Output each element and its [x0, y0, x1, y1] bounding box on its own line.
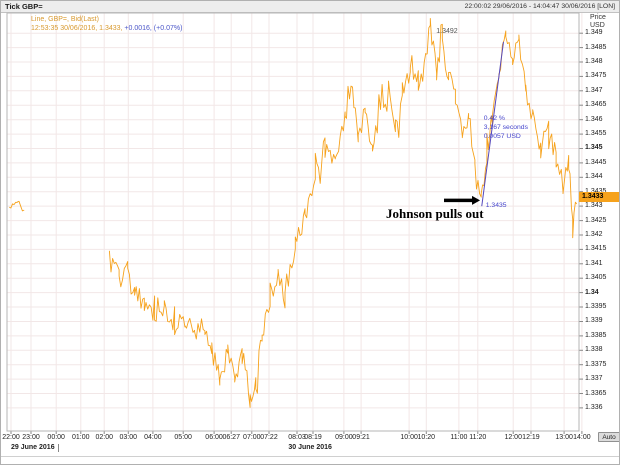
- x-axis-tick-label: 10:20: [417, 434, 436, 441]
- legend-change: +0.0016, (+0.07%): [124, 24, 183, 32]
- y-axis-title: Price USD: [590, 14, 606, 30]
- x-axis-tick-label: 08:19: [304, 434, 322, 441]
- y-axis-tick-label: 1.342: [585, 230, 603, 238]
- x-axis-tick-label: 06:00: [205, 434, 223, 441]
- x-axis-date-label: 30 June 2016: [288, 444, 332, 451]
- last-price-badge: 1.3433: [579, 192, 619, 203]
- x-axis-tick-label: 11:20: [469, 434, 487, 441]
- y-axis-tick-label: 1.338: [585, 346, 603, 354]
- y-axis-tick-label: 1.349: [585, 29, 603, 37]
- y-axis-tick-label: 1.347: [585, 86, 603, 94]
- x-axis-tick-label: 23:00: [22, 434, 40, 441]
- y-axis-tick-label: 1.3395: [585, 303, 607, 311]
- measurement-annotation: 0.42 % 3,167 seconds 0.0057 USD: [484, 114, 528, 141]
- auto-scale-button[interactable]: Auto: [598, 432, 619, 442]
- y-axis-title-usd: USD: [590, 22, 605, 29]
- y-axis-tick-label: 1.3475: [585, 72, 607, 80]
- y-axis-tick-label: 1.3465: [585, 101, 607, 109]
- x-axis-tick-label: 12:19: [522, 434, 540, 441]
- x-axis-tick-label: 22:00: [2, 434, 20, 441]
- x-axis-tick-label: 06:27: [222, 434, 240, 441]
- x-axis-tick-label: 09:00: [335, 434, 353, 441]
- time-range-label: 22:00:02 29/06/2016 - 14:04:47 30/06/201…: [464, 3, 615, 10]
- y-axis-title-price: Price: [590, 14, 606, 21]
- y-axis-tick-label: 1.3455: [585, 130, 607, 138]
- chart-legend: Line, GBP=, Bid(Last) 12:53:35 30/06/201…: [31, 16, 182, 33]
- y-axis-tick-label: 1.3385: [585, 331, 607, 339]
- y-axis-tick-label: 1.3435: [585, 187, 607, 195]
- legend-timestamp-price: 12:53:35 30/06/2016, 1.3433,: [31, 24, 125, 32]
- y-axis-tick-label: 1.346: [585, 115, 603, 123]
- y-axis-tick-label: 1.34: [585, 288, 599, 296]
- y-axis-tick-label: 1.344: [585, 173, 603, 181]
- y-axis-tick-label: 1.3445: [585, 158, 607, 166]
- legend-series: Line, GBP=, Bid(Last): [31, 16, 99, 23]
- y-axis-tick-label: 1.3405: [585, 274, 607, 282]
- measurement-seconds: 3,167 seconds: [483, 123, 528, 131]
- y-axis-tick-label: 1.3425: [585, 216, 607, 224]
- y-axis-tick-label: 1.3375: [585, 360, 607, 368]
- session-high-label: 1.3492: [436, 28, 458, 36]
- x-axis-tick-label: 13:00: [555, 434, 573, 441]
- y-axis-tick-label: 1.3365: [585, 389, 607, 397]
- x-axis-tick-label: 14:00: [573, 434, 591, 441]
- date-divider: [57, 444, 59, 452]
- measurement-usd: 0.0057 USD: [483, 132, 521, 140]
- event-annotation-text: Johnson pulls out: [386, 206, 484, 222]
- x-axis-tick-label: 10:00: [400, 434, 418, 441]
- y-axis-tick-label: 1.3485: [585, 43, 607, 51]
- y-axis-tick-label: 1.336: [585, 403, 603, 411]
- x-axis-tick-label: 07:00: [243, 434, 261, 441]
- bottom-divider: [1, 456, 619, 457]
- y-axis-tick-label: 1.345: [585, 144, 603, 152]
- x-axis-tick-label: 01:00: [72, 434, 90, 441]
- measurement-percent: 0.42 %: [483, 114, 505, 122]
- x-axis-tick-label: 03:00: [119, 434, 138, 441]
- y-axis-tick-label: 1.337: [585, 375, 603, 383]
- x-axis-tick-label: 09:21: [352, 434, 370, 441]
- x-axis-tick-label: 12:00: [504, 434, 522, 441]
- y-axis-tick-label: 1.343: [585, 202, 603, 210]
- x-axis-tick-label: 11:00: [450, 434, 468, 441]
- x-axis-tick-label: 00:00: [47, 434, 65, 441]
- measurement-start-price: 1.3435: [485, 202, 507, 210]
- legend-values: 12:53:35 30/06/2016, 1.3433, +0.0016, (+…: [31, 25, 182, 34]
- x-axis-tick-label: 08:03: [288, 434, 306, 441]
- x-axis-tick-label: 02:00: [95, 434, 113, 441]
- x-axis-tick-label: 07:22: [260, 434, 278, 441]
- y-axis-tick-label: 1.341: [585, 259, 603, 267]
- x-axis-tick-label: 04:00: [144, 434, 162, 441]
- y-axis-tick-label: 1.339: [585, 317, 603, 325]
- x-axis-date-label: 29 June 2016: [11, 444, 55, 451]
- page-title: Tick GBP=: [5, 2, 43, 11]
- y-axis-tick-label: 1.3415: [585, 245, 607, 253]
- x-axis-tick-label: 05:00: [174, 434, 192, 441]
- y-axis-tick-label: 1.348: [585, 58, 603, 65]
